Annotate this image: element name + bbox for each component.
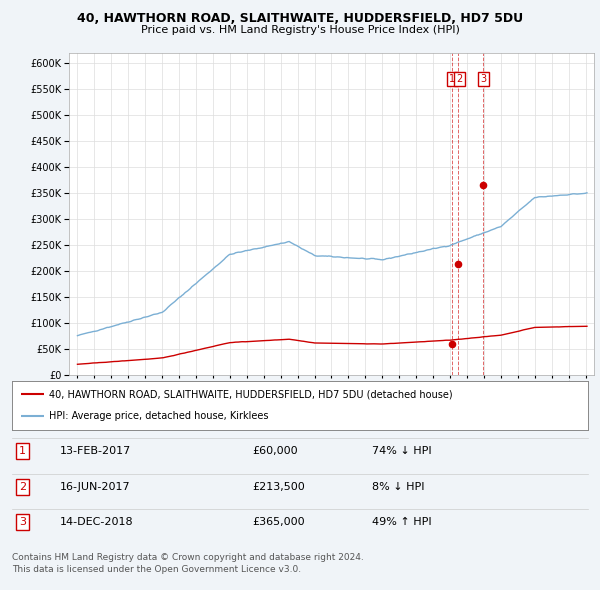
Text: 2: 2 (456, 74, 463, 84)
Text: 40, HAWTHORN ROAD, SLAITHWAITE, HUDDERSFIELD, HD7 5DU (detached house): 40, HAWTHORN ROAD, SLAITHWAITE, HUDDERSF… (49, 389, 453, 399)
Text: 1: 1 (449, 74, 455, 84)
Text: 3: 3 (19, 517, 26, 527)
Text: 40, HAWTHORN ROAD, SLAITHWAITE, HUDDERSFIELD, HD7 5DU: 40, HAWTHORN ROAD, SLAITHWAITE, HUDDERSF… (77, 12, 523, 25)
Text: This data is licensed under the Open Government Licence v3.0.: This data is licensed under the Open Gov… (12, 565, 301, 574)
Text: 16-JUN-2017: 16-JUN-2017 (60, 482, 131, 491)
Text: 74% ↓ HPI: 74% ↓ HPI (372, 447, 431, 456)
Text: £213,500: £213,500 (252, 482, 305, 491)
Text: £365,000: £365,000 (252, 517, 305, 527)
Text: HPI: Average price, detached house, Kirklees: HPI: Average price, detached house, Kirk… (49, 411, 269, 421)
Point (453, 259, 463, 268)
Text: 8% ↓ HPI: 8% ↓ HPI (372, 482, 425, 491)
Text: 3: 3 (480, 74, 487, 84)
Text: Contains HM Land Registry data © Crown copyright and database right 2024.: Contains HM Land Registry data © Crown c… (12, 553, 364, 562)
Text: 14-DEC-2018: 14-DEC-2018 (60, 517, 134, 527)
Text: £60,000: £60,000 (252, 447, 298, 456)
Point (478, 181, 488, 190)
Text: 49% ↑ HPI: 49% ↑ HPI (372, 517, 431, 527)
Text: 13-FEB-2017: 13-FEB-2017 (60, 447, 131, 456)
Text: 1: 1 (19, 447, 26, 456)
Text: Price paid vs. HM Land Registry's House Price Index (HPI): Price paid vs. HM Land Registry's House … (140, 25, 460, 35)
Point (447, 339, 457, 348)
Text: 2: 2 (19, 482, 26, 491)
